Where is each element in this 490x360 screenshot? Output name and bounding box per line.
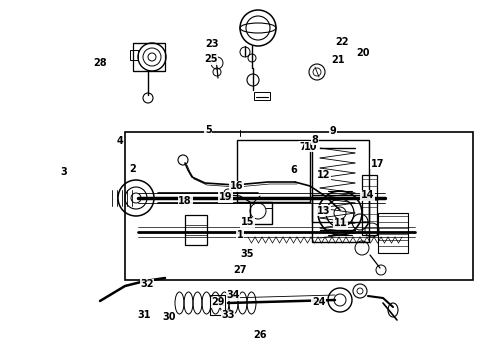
Bar bbox=[130, 50, 138, 60]
Text: 10: 10 bbox=[304, 142, 318, 152]
Text: 1: 1 bbox=[237, 230, 244, 240]
Text: 30: 30 bbox=[162, 312, 176, 322]
Text: 18: 18 bbox=[178, 196, 192, 206]
Text: 4: 4 bbox=[117, 136, 123, 147]
Text: 34: 34 bbox=[226, 290, 240, 300]
Text: 7: 7 bbox=[299, 142, 306, 152]
Text: 22: 22 bbox=[335, 37, 349, 48]
Bar bbox=[125, 132, 473, 280]
Text: 5: 5 bbox=[205, 125, 212, 135]
Text: 12: 12 bbox=[317, 170, 330, 180]
Text: 17: 17 bbox=[370, 159, 384, 169]
Text: 35: 35 bbox=[241, 249, 254, 259]
Text: 19: 19 bbox=[219, 192, 232, 202]
Text: 31: 31 bbox=[138, 310, 151, 320]
Text: 2: 2 bbox=[129, 164, 136, 174]
Text: 24: 24 bbox=[312, 297, 325, 307]
Bar bbox=[185, 215, 207, 245]
Text: 26: 26 bbox=[253, 330, 267, 340]
Bar bbox=[378, 213, 408, 253]
Bar bbox=[312, 140, 369, 222]
Text: 14: 14 bbox=[361, 190, 374, 200]
Text: 16: 16 bbox=[230, 181, 244, 192]
Bar bbox=[362, 175, 377, 235]
Text: 15: 15 bbox=[241, 217, 254, 227]
Bar bbox=[133, 43, 165, 71]
Bar bbox=[210, 295, 225, 315]
Text: 13: 13 bbox=[317, 206, 330, 216]
Text: 21: 21 bbox=[331, 55, 345, 66]
Text: 9: 9 bbox=[330, 126, 337, 136]
Text: 3: 3 bbox=[60, 167, 67, 177]
Bar bbox=[254, 92, 270, 100]
Text: 11: 11 bbox=[334, 218, 347, 228]
Text: 23: 23 bbox=[205, 39, 219, 49]
Text: 6: 6 bbox=[291, 165, 297, 175]
Bar bbox=[237, 140, 310, 202]
Text: 32: 32 bbox=[140, 279, 154, 289]
Bar bbox=[312, 195, 369, 242]
Text: 28: 28 bbox=[94, 58, 107, 68]
Text: 27: 27 bbox=[233, 265, 247, 275]
Text: 29: 29 bbox=[211, 297, 225, 307]
Text: 20: 20 bbox=[356, 48, 369, 58]
Text: 25: 25 bbox=[204, 54, 218, 64]
Text: 8: 8 bbox=[312, 135, 318, 145]
Text: 33: 33 bbox=[221, 310, 235, 320]
Bar bbox=[250, 202, 272, 224]
